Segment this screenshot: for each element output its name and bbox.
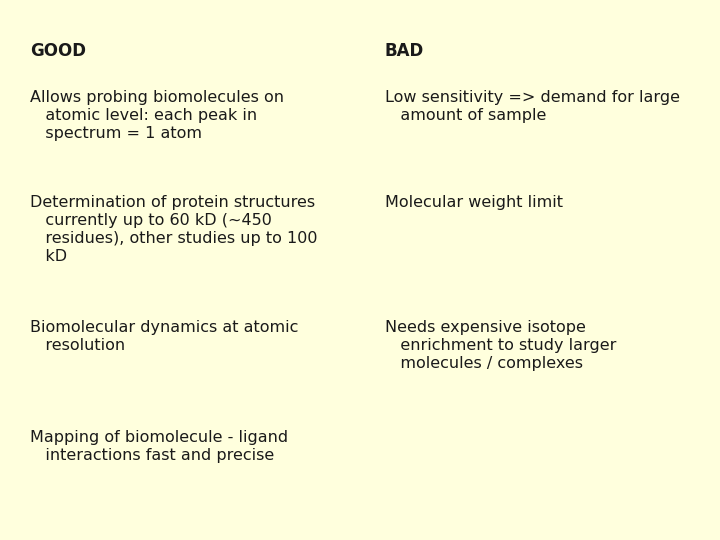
Text: spectrum = 1 atom: spectrum = 1 atom	[30, 126, 202, 141]
Text: currently up to 60 kD (~450: currently up to 60 kD (~450	[30, 213, 272, 228]
Text: GOOD: GOOD	[30, 42, 86, 60]
Text: BAD: BAD	[385, 42, 424, 60]
Text: Allows probing biomolecules on: Allows probing biomolecules on	[30, 90, 284, 105]
Text: Mapping of biomolecule - ligand: Mapping of biomolecule - ligand	[30, 430, 288, 445]
Text: enrichment to study larger: enrichment to study larger	[385, 338, 616, 353]
Text: molecules / complexes: molecules / complexes	[385, 356, 583, 371]
Text: kD: kD	[30, 249, 67, 264]
Text: interactions fast and precise: interactions fast and precise	[30, 448, 274, 463]
Text: Biomolecular dynamics at atomic: Biomolecular dynamics at atomic	[30, 320, 298, 335]
Text: atomic level: each peak in: atomic level: each peak in	[30, 108, 257, 123]
Text: resolution: resolution	[30, 338, 125, 353]
Text: amount of sample: amount of sample	[385, 108, 546, 123]
Text: residues), other studies up to 100: residues), other studies up to 100	[30, 231, 318, 246]
Text: Determination of protein structures: Determination of protein structures	[30, 195, 315, 210]
Text: Low sensitivity => demand for large: Low sensitivity => demand for large	[385, 90, 680, 105]
Text: Molecular weight limit: Molecular weight limit	[385, 195, 563, 210]
Text: Needs expensive isotope: Needs expensive isotope	[385, 320, 586, 335]
